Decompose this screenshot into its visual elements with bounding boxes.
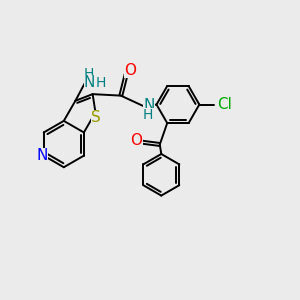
Text: O: O <box>124 63 136 78</box>
Text: S: S <box>91 110 101 125</box>
Text: O: O <box>130 133 142 148</box>
Text: N: N <box>37 148 48 163</box>
Text: N: N <box>143 98 154 113</box>
Text: H: H <box>143 108 153 122</box>
Text: Cl: Cl <box>217 97 232 112</box>
Text: H: H <box>96 76 106 90</box>
Text: N: N <box>84 75 95 90</box>
Text: H: H <box>84 68 94 81</box>
